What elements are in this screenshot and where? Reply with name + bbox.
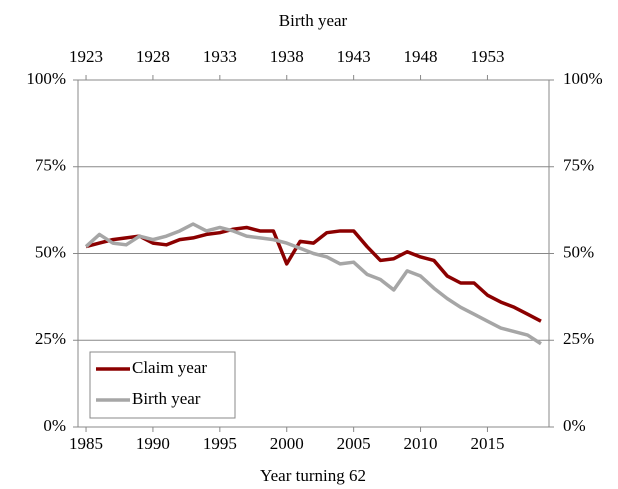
y-tick-label: 50%	[35, 242, 66, 261]
legend-label: Birth year	[132, 389, 201, 408]
x2-tick-label: 1938	[270, 47, 304, 66]
x2-tick-label: 1948	[404, 47, 438, 66]
x-tick-label: 2005	[337, 434, 371, 453]
x2-tick-label: 1943	[337, 47, 371, 66]
x-axis-title: Year turning 62	[260, 466, 366, 485]
legend-label: Claim year	[132, 358, 207, 377]
y2-tick-label: 0%	[563, 416, 586, 435]
x2-axis-title: Birth year	[279, 11, 348, 30]
y-tick-label: 25%	[35, 329, 66, 348]
series-line	[84, 222, 542, 346]
x-tick-label: 2010	[404, 434, 438, 453]
y2-tick-label: 100%	[563, 69, 603, 88]
x2-tick-label: 1923	[69, 47, 103, 66]
y2-tick-label: 75%	[563, 156, 594, 175]
y-tick-label: 0%	[43, 416, 66, 435]
y2-tick-label: 25%	[563, 329, 594, 348]
x-tick-label: 2015	[470, 434, 504, 453]
legend-box	[89, 351, 236, 419]
x-tick-label: 1985	[69, 434, 103, 453]
x2-tick-label: 1953	[470, 47, 504, 66]
x-tick-label: 1995	[203, 434, 237, 453]
series-line	[85, 225, 542, 323]
y2-tick-label: 50%	[563, 242, 594, 261]
x2-tick-label: 1928	[136, 47, 170, 66]
y-tick-label: 100%	[26, 69, 66, 88]
x-tick-label: 1990	[136, 434, 170, 453]
x-tick-label: 2000	[270, 434, 304, 453]
y-tick-label: 75%	[35, 156, 66, 175]
x2-tick-label: 1933	[203, 47, 237, 66]
